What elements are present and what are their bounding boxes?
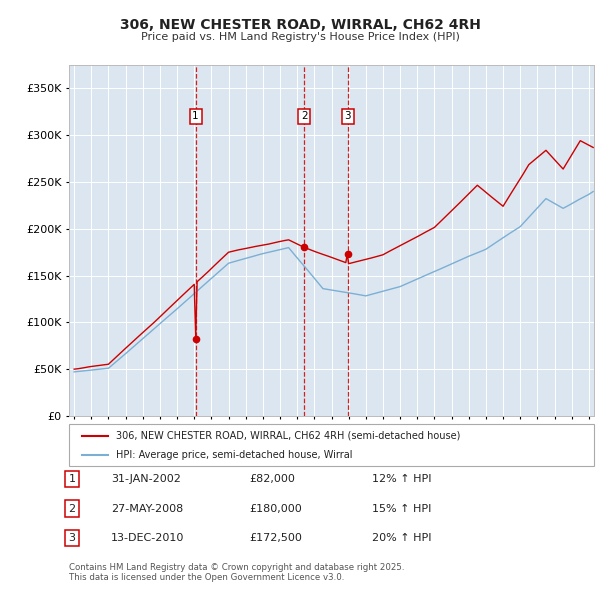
- Text: 27-MAY-2008: 27-MAY-2008: [111, 504, 183, 513]
- Text: 1: 1: [68, 474, 76, 484]
- Text: 13-DEC-2010: 13-DEC-2010: [111, 533, 184, 543]
- Text: 306, NEW CHESTER ROAD, WIRRAL, CH62 4RH (semi-detached house): 306, NEW CHESTER ROAD, WIRRAL, CH62 4RH …: [116, 431, 461, 441]
- Text: 12% ↑ HPI: 12% ↑ HPI: [372, 474, 431, 484]
- Text: 20% ↑ HPI: 20% ↑ HPI: [372, 533, 431, 543]
- Text: 2: 2: [68, 504, 76, 513]
- Text: Price paid vs. HM Land Registry's House Price Index (HPI): Price paid vs. HM Land Registry's House …: [140, 32, 460, 42]
- Text: 2: 2: [301, 112, 308, 122]
- Text: £172,500: £172,500: [249, 533, 302, 543]
- Text: 1: 1: [193, 112, 199, 122]
- Text: 3: 3: [68, 533, 76, 543]
- Text: 3: 3: [344, 112, 351, 122]
- Text: 306, NEW CHESTER ROAD, WIRRAL, CH62 4RH: 306, NEW CHESTER ROAD, WIRRAL, CH62 4RH: [119, 18, 481, 32]
- Text: Contains HM Land Registry data © Crown copyright and database right 2025.
This d: Contains HM Land Registry data © Crown c…: [69, 563, 404, 582]
- Text: 15% ↑ HPI: 15% ↑ HPI: [372, 504, 431, 513]
- Text: HPI: Average price, semi-detached house, Wirral: HPI: Average price, semi-detached house,…: [116, 451, 353, 460]
- Text: £82,000: £82,000: [249, 474, 295, 484]
- Text: £180,000: £180,000: [249, 504, 302, 513]
- Text: 31-JAN-2002: 31-JAN-2002: [111, 474, 181, 484]
